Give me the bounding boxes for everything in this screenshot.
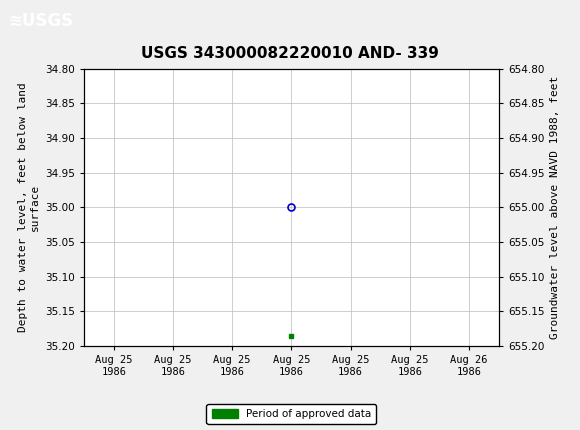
Text: USGS 343000082220010 AND- 339: USGS 343000082220010 AND- 339	[141, 46, 439, 61]
Y-axis label: Groundwater level above NAVD 1988, feet: Groundwater level above NAVD 1988, feet	[550, 76, 560, 339]
Legend: Period of approved data: Period of approved data	[206, 404, 376, 424]
Y-axis label: Depth to water level, feet below land
surface: Depth to water level, feet below land su…	[18, 83, 39, 332]
Text: ≋USGS: ≋USGS	[9, 12, 74, 29]
